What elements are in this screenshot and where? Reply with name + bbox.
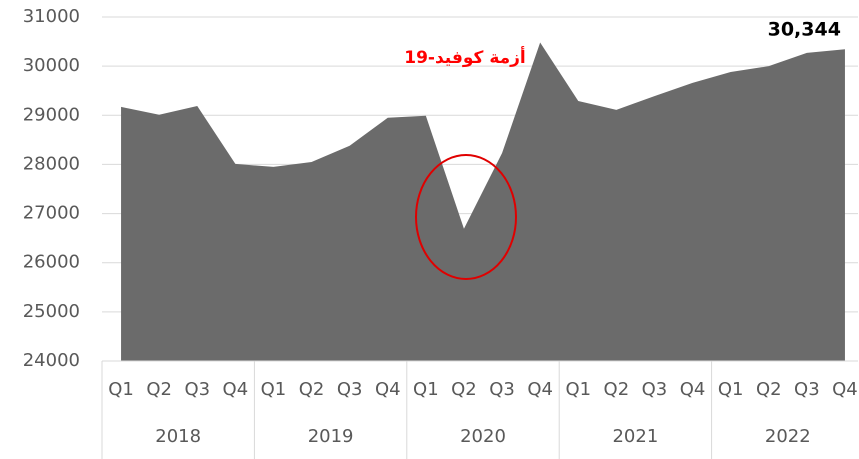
x-tick-label: Q2 [299,379,325,400]
x-tick-label: Q1 [413,379,439,400]
x-tick-label: Q2 [604,379,630,400]
x-tick-label: Q2 [146,379,172,400]
highlight-ellipse [415,154,517,280]
y-tick-label: 30000 [23,55,80,76]
group-label: 2022 [765,426,811,447]
x-tick-label: Q4 [680,379,706,400]
area [121,42,845,361]
y-tick-label: 31000 [23,6,80,27]
data-label: 30,344 [768,19,841,41]
x-tick-label: Q3 [794,379,820,400]
x-tick-label: Q3 [184,379,210,400]
y-tick-label: 28000 [23,153,80,174]
y-tick-label: 26000 [23,252,80,273]
x-tick-label: Q3 [337,379,363,400]
x-tick-label: Q4 [223,379,249,400]
y-tick-label: 25000 [23,301,80,322]
x-tick-label: Q3 [642,379,668,400]
x-tick-label: Q3 [489,379,515,400]
x-tick-label: Q1 [718,379,744,400]
group-label: 2021 [612,426,658,447]
y-tick-label: 24000 [23,350,80,371]
group-label: 2018 [155,426,201,447]
group-label: 2019 [308,426,354,447]
x-tick-label: Q4 [375,379,401,400]
x-tick-label: Q1 [108,379,134,400]
y-tick-label: 27000 [23,203,80,224]
x-tick-label: Q4 [527,379,553,400]
x-tick-label: Q1 [261,379,287,400]
x-tick-label: Q4 [832,379,858,400]
x-tick-label: Q2 [756,379,782,400]
x-tick-label: Q1 [565,379,591,400]
annotation: أزمة كوفيد-19 [404,46,526,68]
x-tick-label: Q2 [451,379,477,400]
y-tick-label: 29000 [23,104,80,125]
group-label: 2020 [460,426,506,447]
